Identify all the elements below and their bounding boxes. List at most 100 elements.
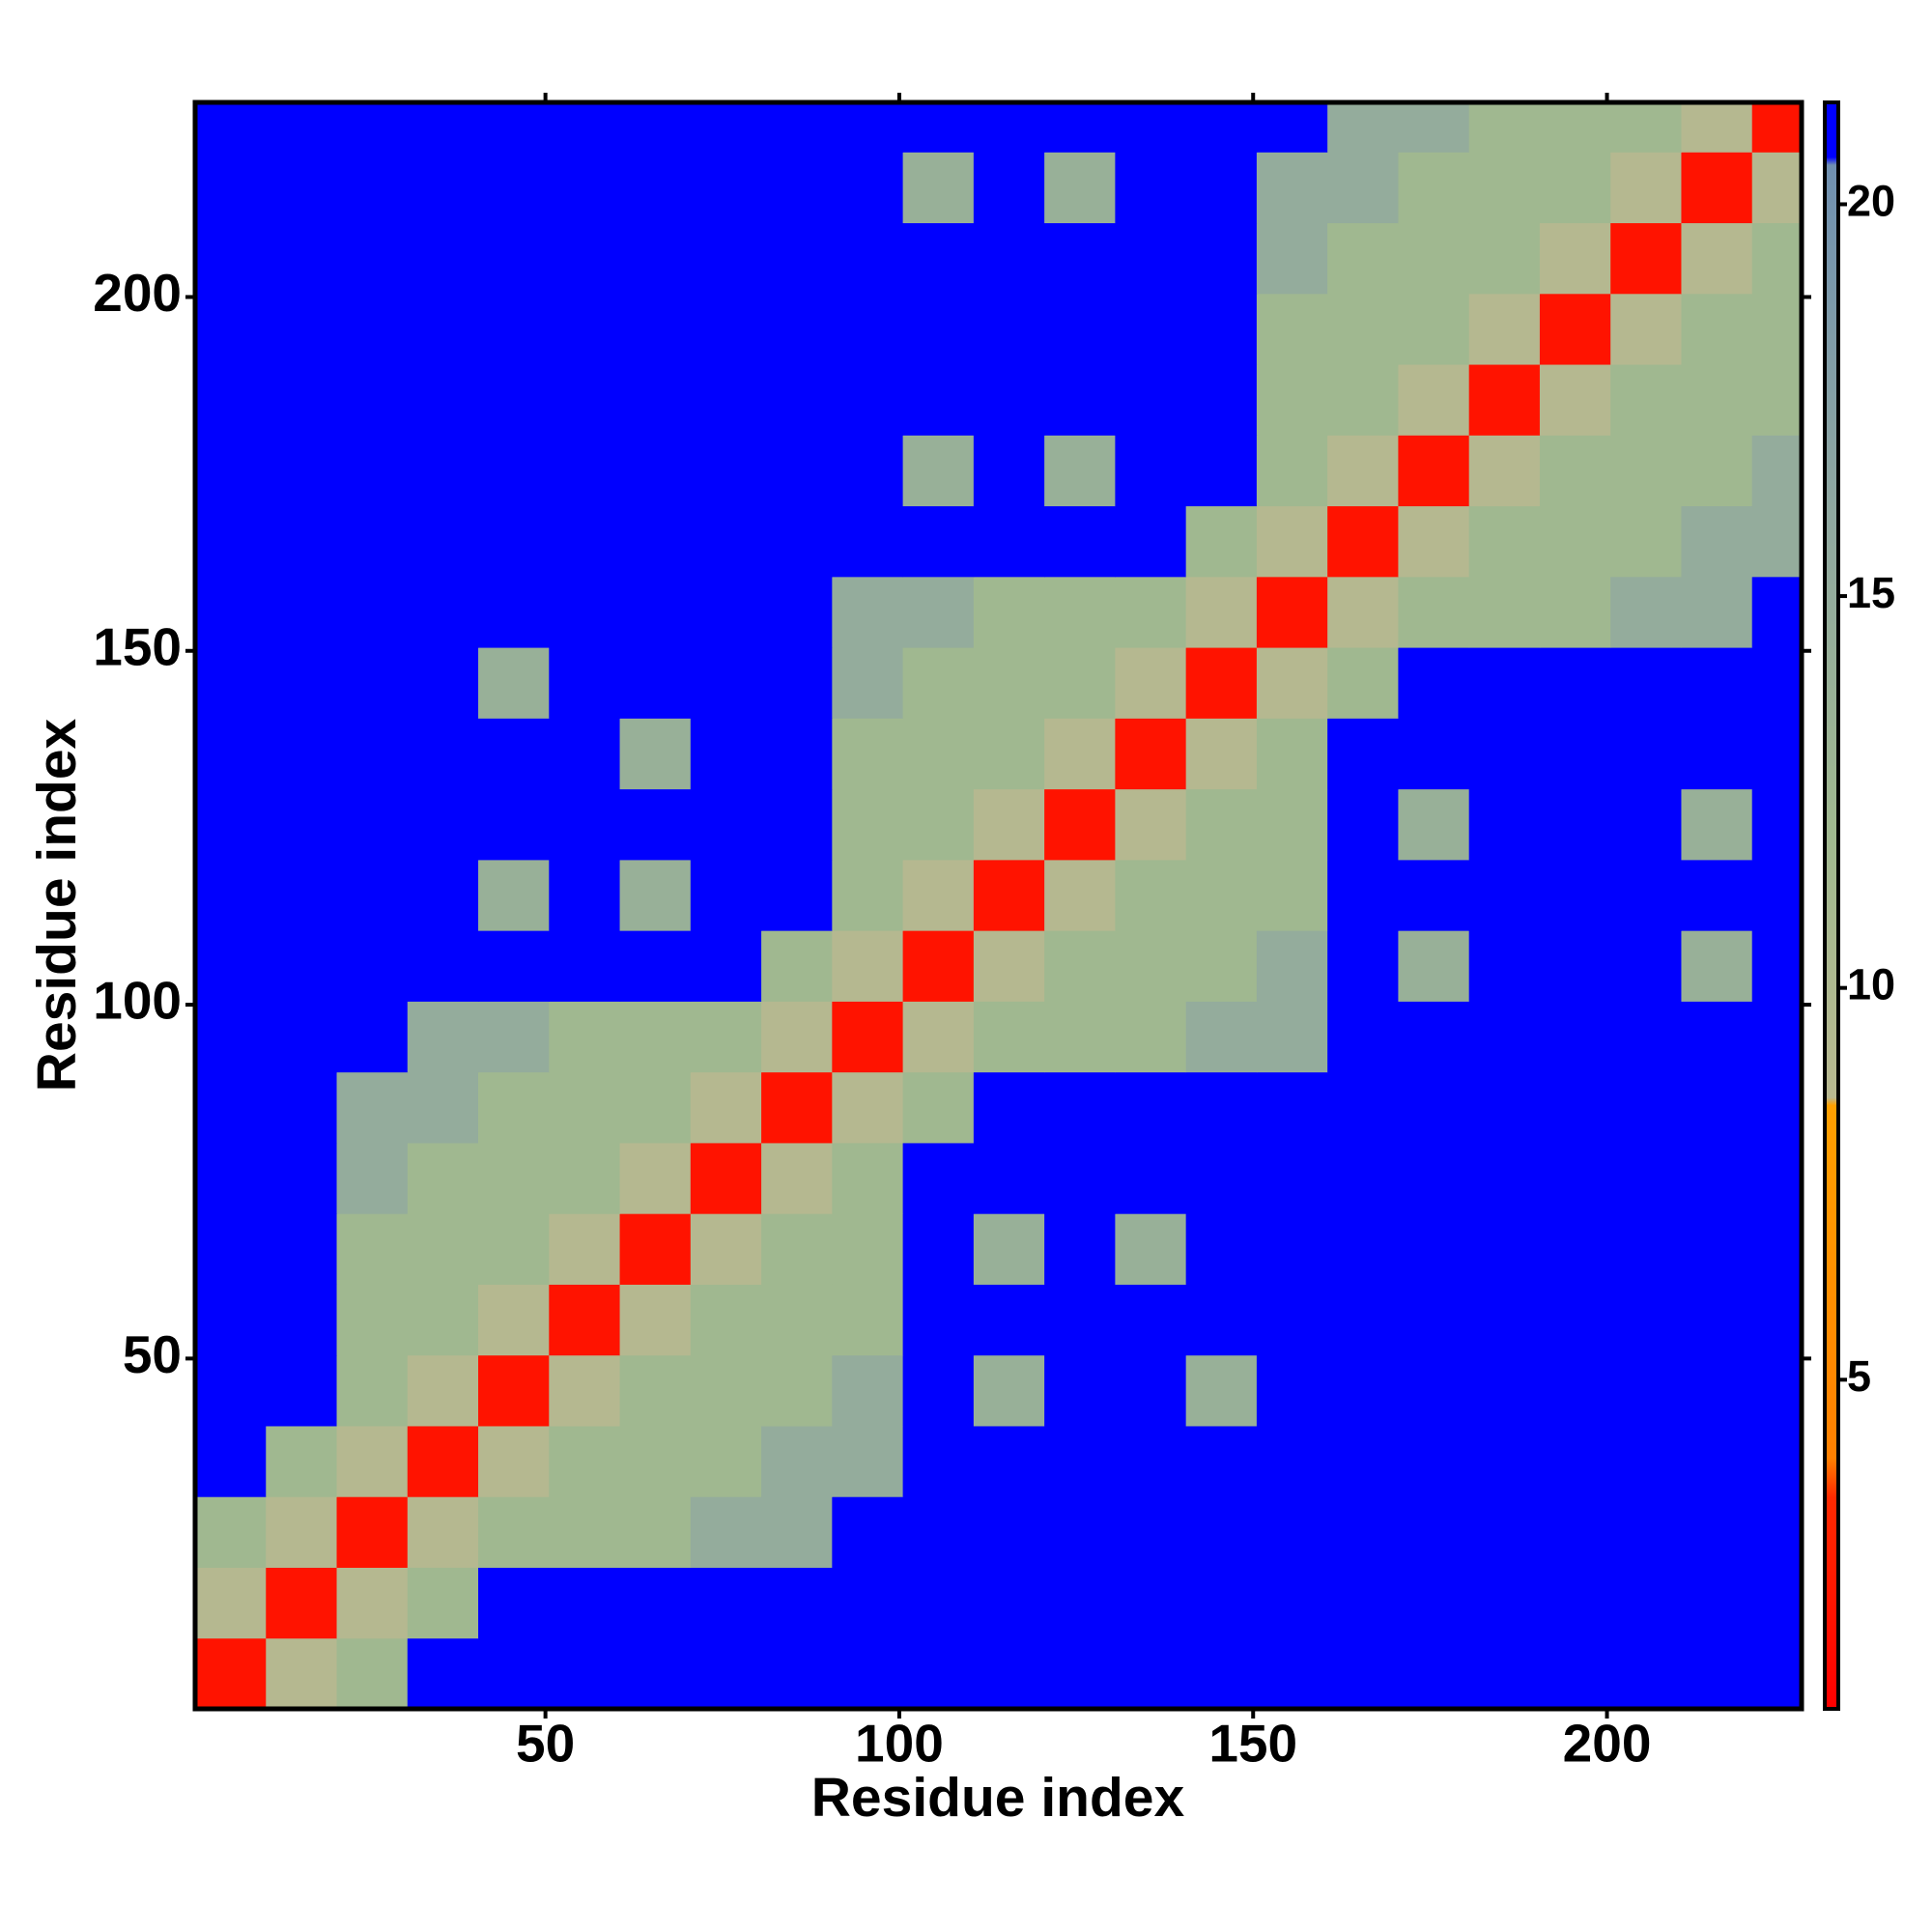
heatmap-cell (1681, 1567, 1753, 1639)
heatmap-cell (690, 930, 762, 1002)
heatmap-cell (690, 576, 762, 648)
heatmap-cell (1681, 1213, 1753, 1285)
heatmap-cell (478, 152, 550, 224)
heatmap-cell (1610, 788, 1682, 861)
heatmap-cell (1115, 1637, 1187, 1710)
heatmap-cell (1327, 647, 1399, 719)
heatmap-cell (1468, 859, 1541, 931)
heatmap-cell (1468, 1354, 1541, 1427)
heatmap-cell (973, 435, 1045, 507)
heatmap-cell (832, 1284, 904, 1356)
heatmap-cell (1468, 1213, 1541, 1285)
y-tick-label: 100 (93, 971, 182, 1031)
heatmap-cell (1751, 1567, 1803, 1639)
heatmap-cell (690, 364, 762, 436)
heatmap-cell (1610, 435, 1682, 507)
heatmap-cell (266, 222, 338, 295)
heatmap-cell (1398, 576, 1470, 648)
heatmap-cell (1185, 1142, 1258, 1214)
heatmap-cell (549, 1567, 621, 1639)
heatmap-cell (761, 152, 833, 224)
heatmap-cell (1468, 152, 1541, 224)
heatmap-cell (832, 718, 904, 790)
heatmap-cell (1539, 222, 1611, 295)
heatmap-cell (1185, 152, 1258, 224)
heatmap-cell (1115, 1496, 1187, 1568)
heatmap-cell (761, 859, 833, 931)
heatmap-cell (336, 1071, 409, 1144)
heatmap-cell (1327, 1567, 1399, 1639)
heatmap-cell (1115, 859, 1187, 931)
heatmap-cell (761, 293, 833, 365)
heatmap-cell (690, 718, 762, 790)
heatmap-cell (1610, 152, 1682, 224)
heatmap-cell (1751, 1071, 1803, 1144)
heatmap-cell (1610, 1567, 1682, 1639)
colorbar (1823, 100, 1840, 1711)
heatmap-cell (690, 152, 762, 224)
heatmap-cell (1115, 1071, 1187, 1144)
heatmap-cell (1327, 1496, 1399, 1568)
heatmap-cell (1327, 930, 1399, 1002)
heatmap-cell (1539, 576, 1611, 648)
heatmap-cell (973, 222, 1045, 295)
heatmap-cell (619, 1001, 692, 1073)
colorbar-tick-label: 20 (1847, 176, 1895, 225)
heatmap-cell (549, 102, 621, 153)
heatmap-cell (195, 102, 267, 153)
heatmap-cell (973, 364, 1045, 436)
heatmap-cell (266, 1142, 338, 1214)
heatmap-cell (478, 718, 550, 790)
heatmap-cell (761, 1284, 833, 1356)
heatmap-cell (549, 293, 621, 365)
heatmap-cell (1751, 152, 1803, 224)
heatmap-cell (407, 293, 479, 365)
heatmap-cell (1044, 1001, 1116, 1073)
heatmap-cell (1256, 1567, 1328, 1639)
heatmap-cell (1751, 222, 1803, 295)
heatmap-cell (407, 930, 479, 1002)
heatmap-cell (1398, 1284, 1470, 1356)
heatmap-cell (902, 930, 975, 1002)
heatmap-cell (902, 1496, 975, 1568)
heatmap-cell (478, 576, 550, 648)
heatmap-cell (1681, 576, 1753, 648)
heatmap-cell (336, 1637, 409, 1710)
heatmap-cell (619, 222, 692, 295)
heatmap-cell (1185, 1567, 1258, 1639)
heatmap-cell (761, 1496, 833, 1568)
heatmap-cell (619, 930, 692, 1002)
heatmap-cell (266, 1425, 338, 1497)
heatmap-cell (1539, 788, 1611, 861)
heatmap-cell (407, 435, 479, 507)
heatmap-cell (1256, 718, 1328, 790)
heatmap-cell (1681, 859, 1753, 931)
heatmap-cell (1468, 1284, 1541, 1356)
heatmap-cell (1044, 1567, 1116, 1639)
heatmap-cell (1539, 293, 1611, 365)
heatmap-cell (761, 647, 833, 719)
heatmap-cell (1044, 788, 1116, 861)
heatmap-cell (549, 1354, 621, 1427)
heatmap-cell (478, 859, 550, 931)
heatmap-cell (1539, 1142, 1611, 1214)
heatmap-cell (1044, 505, 1116, 578)
heatmap-cell (973, 930, 1045, 1002)
x-tick-label: 200 (1563, 1714, 1652, 1774)
heatmap-cell (407, 788, 479, 861)
heatmap-cell (336, 1001, 409, 1073)
colorbar-tick-label: 5 (1847, 1351, 1871, 1401)
heatmap-cell (902, 859, 975, 931)
heatmap-cell (407, 152, 479, 224)
heatmap-cell (195, 1354, 267, 1427)
x-tick-label: 150 (1208, 1714, 1297, 1774)
heatmap-cell (832, 102, 904, 153)
heatmap-cell (1610, 1637, 1682, 1710)
heatmap-cell (266, 718, 338, 790)
heatmap-cell (1610, 102, 1682, 153)
heatmap-cell (1539, 1637, 1611, 1710)
heatmap-cell (407, 364, 479, 436)
heatmap-cell (549, 1637, 621, 1710)
heatmap-cell (902, 152, 975, 224)
heatmap-cell (1539, 102, 1611, 153)
